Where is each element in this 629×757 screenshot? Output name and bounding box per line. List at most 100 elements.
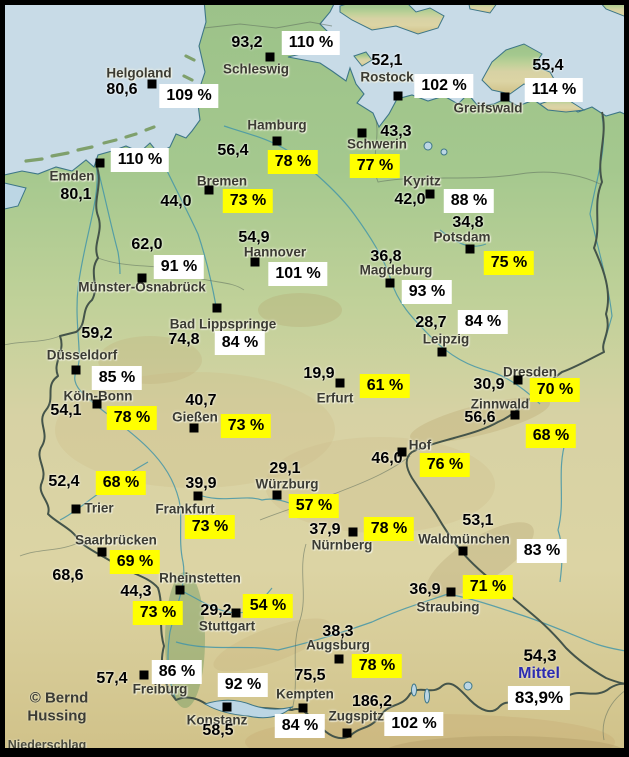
station-percent-badge: 70 %	[529, 378, 581, 402]
station-marker-icon	[510, 410, 520, 420]
station-value: 46,0	[371, 450, 403, 467]
station-value: 186,2	[351, 693, 393, 710]
station-marker-icon	[175, 585, 185, 595]
station-marker-icon	[465, 244, 475, 254]
station-name: Potsdam	[433, 229, 491, 245]
station-name: Kyritz	[403, 173, 441, 189]
station-marker-icon	[250, 257, 260, 267]
station-marker-icon	[193, 491, 203, 501]
station-value: 56,6	[464, 409, 496, 426]
station-name: Frankfurt	[155, 501, 215, 517]
credit-line-2: Hussing	[27, 707, 87, 725]
station-value: 43,3	[380, 123, 412, 140]
station-marker-icon	[71, 504, 81, 514]
station-value: 29,2	[200, 602, 232, 619]
station-name: Schleswig	[222, 61, 290, 77]
station-marker-icon	[272, 136, 282, 146]
station-value: 75,5	[294, 667, 326, 684]
station-name: Helgoland	[106, 65, 172, 81]
station-percent-badge: 84 %	[214, 331, 266, 355]
station-name: Gießen	[172, 409, 218, 425]
station-name: Magdeburg	[359, 262, 433, 278]
station-marker-icon	[137, 273, 147, 283]
station-percent-badge: 73 %	[132, 601, 184, 625]
station-name: Hamburg	[247, 117, 307, 133]
station-marker-icon	[212, 303, 222, 313]
station-name: Zugspitze	[328, 708, 392, 724]
station-marker-icon	[92, 399, 102, 409]
station-name: Emden	[49, 168, 95, 184]
station-name: Düsseldorf	[46, 347, 118, 363]
station-name: Erfurt	[316, 390, 354, 406]
station-name: Bremen	[196, 173, 248, 189]
station-percent-badge: 86 %	[151, 660, 203, 684]
station-percent-badge: 75 %	[483, 251, 535, 275]
station-marker-icon	[147, 79, 157, 89]
station-value: 56,4	[217, 142, 249, 159]
station-percent-badge: 85 %	[91, 366, 143, 390]
station-marker-icon	[342, 728, 352, 738]
map-title: Niederschlag	[7, 738, 87, 752]
station-value: 39,9	[185, 475, 217, 492]
station-marker-icon	[272, 490, 282, 500]
station-marker-icon	[393, 91, 403, 101]
station-name: Augsburg	[306, 637, 370, 653]
station-marker-icon	[222, 702, 232, 712]
station-name: Trier	[84, 500, 114, 516]
station-value: 29,1	[269, 460, 301, 477]
station-percent-badge: 102 %	[384, 712, 444, 736]
station-percent-badge: 114 %	[524, 78, 584, 102]
station-value: 58,5	[202, 722, 234, 739]
station-percent-badge: 77 %	[349, 154, 401, 178]
mittel-value: 54,3	[523, 646, 557, 665]
station-percent-badge: 76 %	[419, 453, 471, 477]
station-percent-badge: 68 %	[525, 424, 577, 448]
credit-line-1: © Bernd	[29, 689, 89, 707]
mittel-percent-badge: 83,9%	[507, 686, 571, 710]
station-name: Waldmünchen	[418, 531, 510, 547]
station-value: 36,8	[370, 248, 402, 265]
station-name: Rheinstetten	[159, 570, 241, 586]
station-value: 54,1	[50, 402, 82, 419]
station-value: 57,4	[96, 670, 128, 687]
station-marker-icon	[385, 278, 395, 288]
station-value: 59,2	[81, 325, 113, 342]
station-value: 68,6	[52, 567, 84, 584]
station-percent-badge: 88 %	[443, 189, 495, 213]
station-value: 93,2	[231, 34, 263, 51]
station-marker-icon	[446, 587, 456, 597]
station-marker-icon	[513, 375, 523, 385]
station-marker-icon	[425, 189, 435, 199]
station-marker-icon	[95, 158, 105, 168]
station-name: Bad Lippspringe	[169, 316, 277, 332]
station-percent-badge: 109 %	[159, 84, 219, 108]
station-marker-icon	[298, 703, 308, 713]
station-marker-icon	[139, 670, 149, 680]
station-percent-badge: 102 %	[414, 74, 474, 98]
station-name: Hof	[408, 437, 432, 453]
station-value: 54,9	[238, 229, 270, 246]
germany-border	[38, 111, 629, 740]
station-value: 38,3	[322, 623, 354, 640]
station-value: 44,0	[160, 193, 192, 210]
station-name: Würzburg	[255, 476, 319, 492]
station-marker-icon	[189, 423, 199, 433]
station-value: 80,1	[60, 186, 92, 203]
station-percent-badge: 69 %	[109, 550, 161, 574]
station-marker-icon	[357, 128, 367, 138]
station-name: Münster-Osnabrück	[78, 279, 206, 295]
station-value: 80,6	[106, 81, 138, 98]
station-value: 53,1	[462, 512, 494, 529]
station-percent-badge: 91 %	[153, 255, 205, 279]
station-value: 44,3	[120, 583, 152, 600]
station-percent-badge: 84 %	[274, 714, 326, 738]
station-value: 30,9	[473, 376, 505, 393]
lakes	[0, 141, 564, 719]
station-marker-icon	[500, 92, 510, 102]
station-percent-badge: 78 %	[106, 406, 158, 430]
station-percent-badge: 110 %	[281, 31, 341, 55]
station-percent-badge: 78 %	[363, 517, 415, 541]
station-name: Schwerin	[346, 136, 408, 152]
